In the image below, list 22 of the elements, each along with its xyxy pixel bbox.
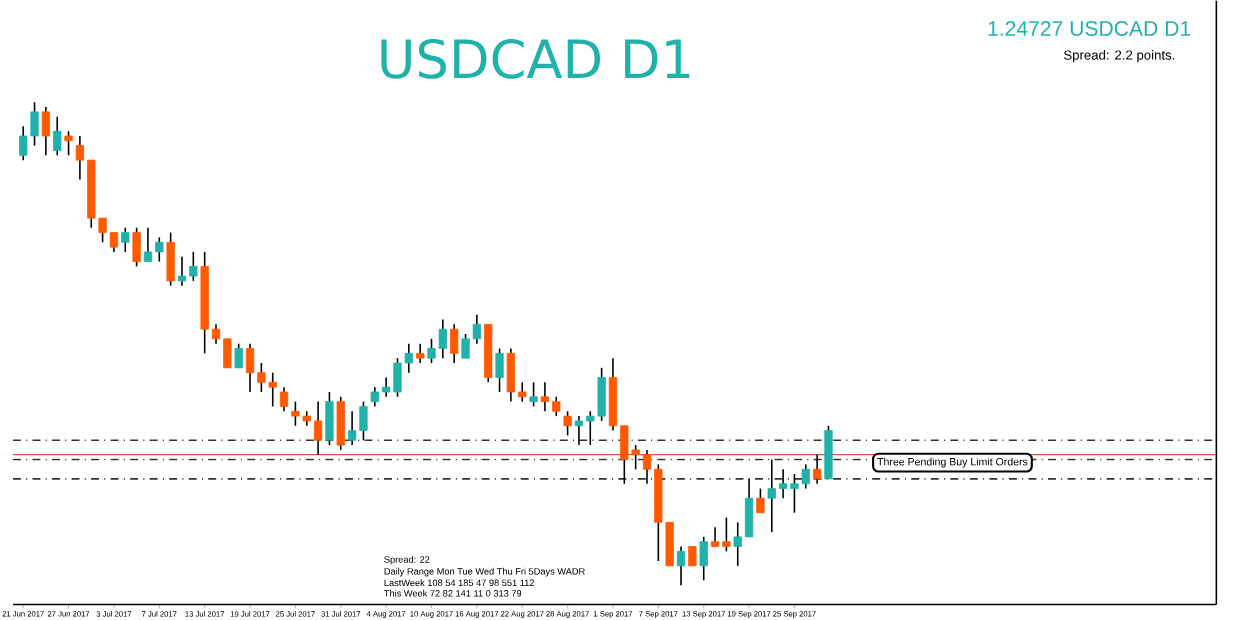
- candlestick: [336, 395, 345, 451]
- candlestick: [53, 115, 62, 157]
- candlestick: [529, 381, 538, 408]
- candlestick: [416, 342, 425, 364]
- candlestick: [676, 545, 686, 586]
- candlestick: [756, 487, 765, 514]
- text: 1.24727 USDCAD D1: [988, 21, 1191, 36]
- candlestick: [41, 106, 51, 157]
- chart-title: USDCAD D1: [381, 38, 690, 79]
- candlestick: [495, 347, 504, 393]
- candlestick: [450, 323, 459, 364]
- candlestick: [325, 391, 334, 446]
- candlestick: [812, 453, 822, 485]
- candlestick: [563, 410, 572, 437]
- candlestick: [166, 231, 175, 287]
- candlestick: [699, 536, 708, 582]
- candlestick: [688, 545, 697, 567]
- candlestick: [64, 130, 73, 157]
- candlestick: [234, 342, 243, 369]
- candlestick: [279, 386, 289, 413]
- candlestick: [132, 226, 141, 268]
- candlestick: [121, 226, 130, 253]
